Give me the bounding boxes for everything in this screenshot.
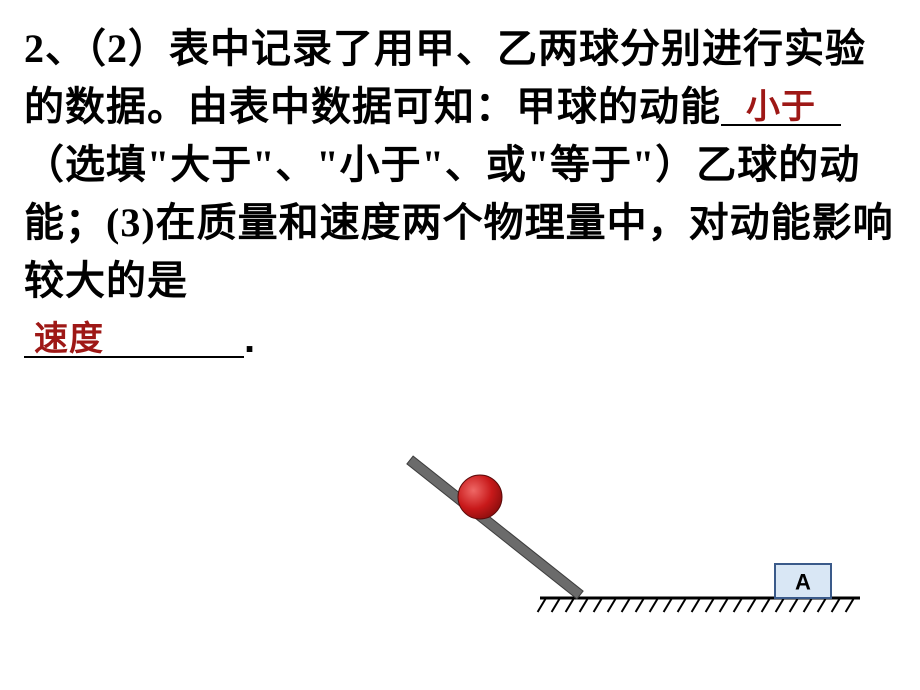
ball: [458, 475, 502, 519]
question-text: 2、（2）表中记录了用甲、乙两球分别进行实验的数据。由表中数据可知：甲球的动能小…: [0, 0, 920, 368]
ground-hatching: [538, 598, 854, 612]
answer-1: 小于: [746, 89, 816, 126]
part3-label: (3): [106, 200, 156, 245]
blank-1: 小于: [721, 78, 841, 126]
blank-2: 速度: [24, 310, 244, 358]
period: .: [244, 317, 256, 361]
answer-2: 速度: [34, 321, 104, 358]
block-label: A: [795, 570, 811, 595]
ramp: [407, 456, 583, 599]
physics-diagram: A: [370, 440, 870, 650]
